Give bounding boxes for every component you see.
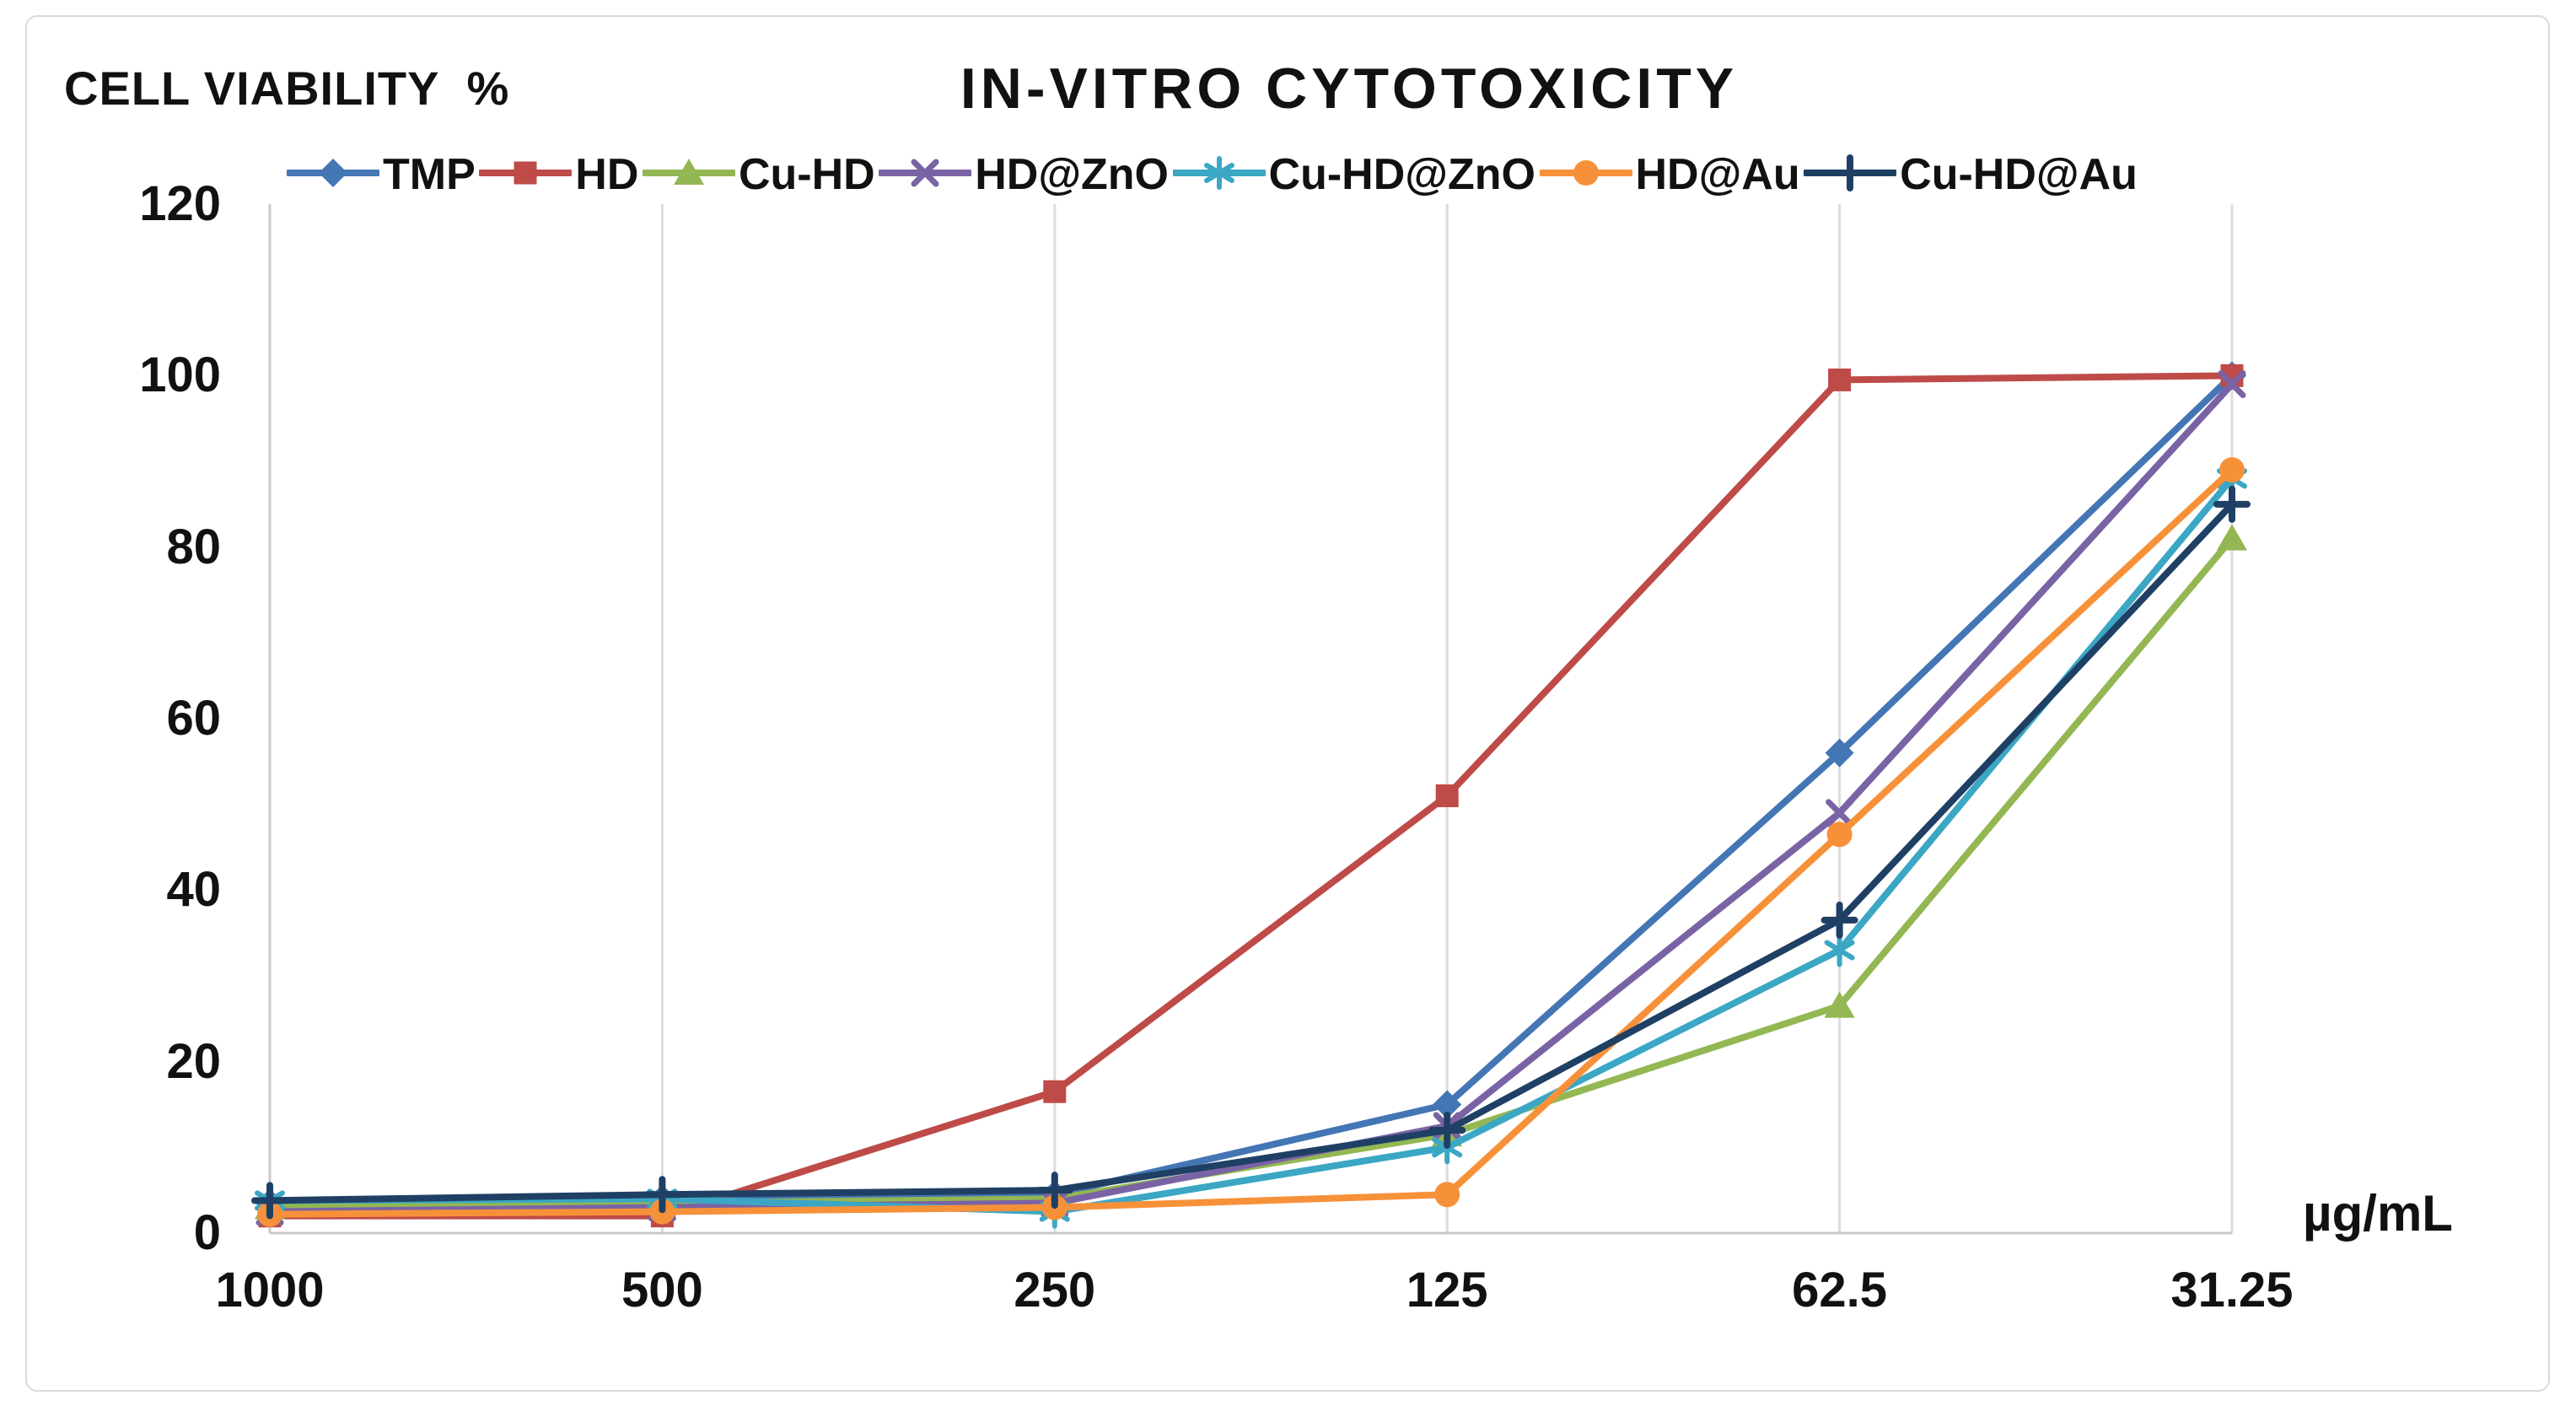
legend-item-tmp: TMP: [285, 149, 476, 200]
data-point: [643, 1176, 681, 1214]
legend-label: HD@ZnO: [975, 150, 1170, 199]
y-tick-label: 60: [166, 691, 221, 746]
circle-marker-icon: [1537, 152, 1634, 198]
asterisk-marker-icon: [1203, 155, 1234, 190]
y-tick-label: 0: [193, 1205, 221, 1260]
diamond-legend-swatch: [285, 158, 381, 187]
asterisk-legend-swatch: [1170, 155, 1267, 190]
x-tick-label: 62.5: [1792, 1263, 1888, 1317]
triangle-legend-swatch: [640, 158, 737, 185]
square-marker-icon: [514, 161, 537, 184]
y-tick-label: 80: [166, 519, 221, 574]
data-point: [1433, 1090, 1462, 1119]
series-line-Cu-HD@Au: [266, 500, 2235, 1204]
data-point: [1820, 901, 1858, 939]
y-tick-label: 40: [166, 862, 221, 918]
legend-item-hd-zno: HD@ZnO: [877, 149, 1170, 200]
legend-label: HD@Au: [1635, 150, 1800, 199]
plus-marker-icon: [1802, 152, 1899, 198]
legend-label: Cu-HD@ZnO: [1268, 150, 1535, 199]
legend-label: Cu-HD@Au: [1900, 150, 2138, 199]
data-point: [251, 1182, 288, 1220]
plus-marker-icon: [1831, 154, 1869, 191]
x-marker-icon: [877, 152, 974, 198]
data-point: [1428, 1112, 1466, 1149]
legend-item-cu-hd-zno: Cu-HD@ZnO: [1170, 149, 1535, 200]
x-marker-icon: [911, 159, 939, 186]
data-point: [1824, 933, 1855, 967]
series-line-HD@Au: [266, 466, 2235, 1218]
legend-item-hd-au: HD@Au: [1537, 149, 1800, 200]
chart-legend: TMP HD Cu-HD HD@ZnO Cu-HD@ZnO HD@Au Cu-H…: [285, 145, 2138, 204]
series-line-Cu-HD: [266, 535, 2235, 1211]
data-point: [2218, 370, 2246, 398]
legend-label: HD: [575, 150, 639, 199]
data-point: [1434, 1182, 1460, 1208]
legend-item-hd: HD: [477, 149, 639, 200]
x-tick-label: 125: [1406, 1263, 1488, 1317]
data-point: [2213, 485, 2251, 523]
legend-label: TMP: [383, 150, 476, 199]
series-line-TMP: [266, 372, 2235, 1207]
series-line-HD: [266, 372, 2235, 1220]
y-tick-label: 20: [166, 1033, 221, 1089]
square-legend-swatch: [477, 161, 574, 184]
triangle-marker-icon: [673, 158, 704, 185]
data-point: [1826, 799, 1854, 827]
data-point: [2219, 457, 2245, 483]
data-point: [1825, 738, 1854, 768]
x-tick-label: 1000: [215, 1263, 325, 1317]
diamond-marker-icon: [285, 152, 381, 198]
x-legend-swatch: [877, 159, 974, 186]
x-tick-label: 250: [1014, 1263, 1096, 1317]
legend-label: Cu-HD: [738, 150, 875, 199]
x-tick-label: 31.25: [2170, 1263, 2294, 1317]
circle-legend-swatch: [1537, 159, 1634, 186]
x-tick-label: 500: [621, 1263, 703, 1317]
data-point: [1824, 991, 1855, 1018]
circle-marker-icon: [1573, 159, 1599, 186]
data-point: [1043, 1080, 1067, 1103]
triangle-marker-icon: [640, 152, 737, 198]
y-tick-label: 100: [139, 348, 221, 403]
legend-item-cu-hd: Cu-HD: [640, 149, 875, 200]
data-point: [1435, 784, 1459, 807]
data-point: [1828, 368, 1852, 391]
series-line-HD@ZnO: [266, 380, 2235, 1215]
data-point: [1826, 822, 1853, 848]
series-line-Cu-HD@ZnO: [266, 475, 2235, 1215]
square-marker-icon: [477, 152, 574, 198]
data-point: [1035, 1172, 1073, 1210]
diamond-marker-icon: [319, 158, 347, 187]
x-axis-unit-label: µg/mL: [2303, 1185, 2453, 1242]
y-tick-label: 120: [139, 176, 221, 231]
legend-item-cu-hd-au: Cu-HD@Au: [1802, 149, 2138, 200]
plus-legend-swatch: [1802, 154, 1899, 191]
asterisk-marker-icon: [1170, 152, 1267, 198]
y-axis-title: CELL VIABILITY %: [64, 62, 510, 115]
data-point: [2217, 524, 2247, 551]
chart-title: IN-VITRO CYTOTOXICITY: [960, 57, 1739, 121]
